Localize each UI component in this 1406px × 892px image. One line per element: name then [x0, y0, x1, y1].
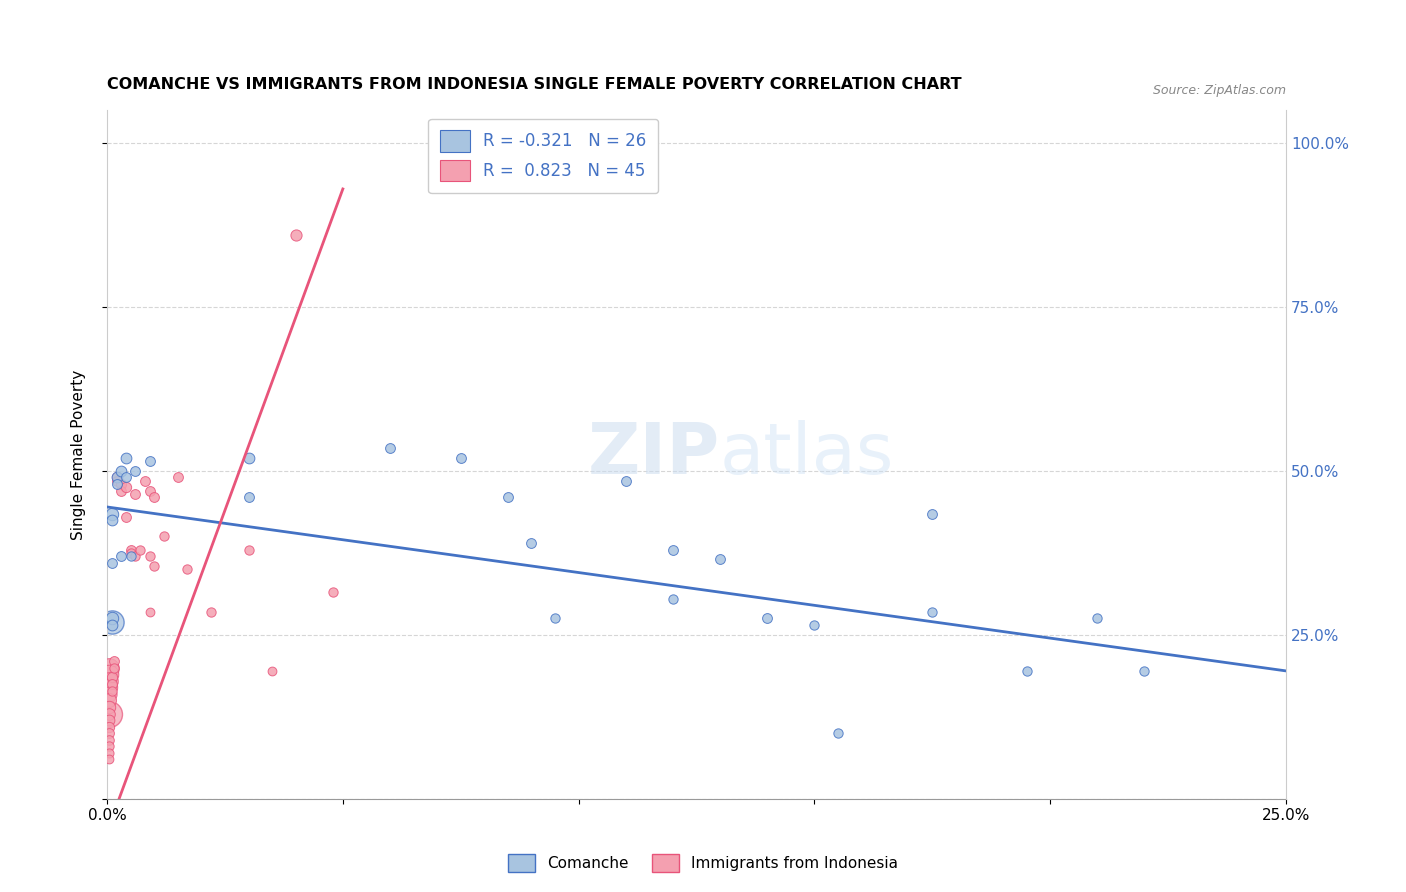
- Point: [709, 552, 731, 566]
- Point: [1085, 611, 1108, 625]
- Point: [138, 483, 160, 498]
- Point: [138, 605, 160, 619]
- Point: [98, 732, 121, 747]
- Point: [134, 474, 156, 488]
- Point: [98, 726, 121, 740]
- Point: [110, 464, 132, 478]
- Point: [322, 585, 344, 599]
- Point: [101, 618, 124, 632]
- Point: [101, 683, 124, 698]
- Legend: R = -0.321   N = 26, R =  0.823   N = 45: R = -0.321 N = 26, R = 0.823 N = 45: [429, 119, 658, 193]
- Text: Source: ZipAtlas.com: Source: ZipAtlas.com: [1153, 84, 1286, 96]
- Text: COMANCHE VS IMMIGRANTS FROM INDONESIA SINGLE FEMALE POVERTY CORRELATION CHART: COMANCHE VS IMMIGRANTS FROM INDONESIA SI…: [107, 78, 962, 93]
- Point: [101, 670, 124, 684]
- Point: [98, 706, 121, 721]
- Point: [143, 490, 166, 504]
- Point: [101, 556, 124, 570]
- Point: [803, 618, 825, 632]
- Point: [756, 611, 779, 625]
- Point: [98, 713, 121, 727]
- Point: [98, 706, 121, 721]
- Point: [1133, 664, 1156, 678]
- Point: [827, 726, 849, 740]
- Point: [110, 477, 132, 491]
- Point: [124, 549, 146, 563]
- Point: [98, 752, 121, 766]
- Point: [921, 507, 943, 521]
- Point: [143, 559, 166, 574]
- Point: [98, 739, 121, 754]
- Point: [98, 681, 121, 695]
- Point: [138, 549, 160, 563]
- Point: [262, 664, 284, 678]
- Point: [115, 509, 138, 524]
- Point: [614, 474, 637, 488]
- Legend: Comanche, Immigrants from Indonesia: Comanche, Immigrants from Indonesia: [501, 846, 905, 880]
- Point: [120, 546, 142, 560]
- Point: [101, 611, 124, 625]
- Point: [98, 700, 121, 714]
- Point: [921, 605, 943, 619]
- Point: [98, 667, 121, 681]
- Point: [120, 549, 142, 563]
- Point: [101, 615, 124, 629]
- Point: [662, 542, 685, 557]
- Point: [662, 591, 685, 606]
- Point: [378, 441, 401, 455]
- Point: [1015, 664, 1038, 678]
- Point: [120, 542, 142, 557]
- Point: [544, 611, 567, 625]
- Point: [115, 480, 138, 494]
- Point: [284, 227, 307, 242]
- Point: [115, 470, 138, 484]
- Point: [238, 542, 260, 557]
- Text: ZIP: ZIP: [588, 420, 720, 489]
- Point: [101, 507, 124, 521]
- Point: [105, 477, 128, 491]
- Point: [101, 677, 124, 691]
- Point: [103, 654, 125, 668]
- Point: [105, 470, 128, 484]
- Point: [105, 470, 128, 484]
- Point: [98, 720, 121, 734]
- Point: [124, 464, 146, 478]
- Point: [200, 605, 222, 619]
- Point: [110, 483, 132, 498]
- Point: [152, 529, 174, 543]
- Point: [129, 542, 152, 557]
- Point: [138, 454, 160, 468]
- Point: [98, 660, 121, 674]
- Point: [238, 450, 260, 465]
- Point: [98, 687, 121, 701]
- Point: [124, 487, 146, 501]
- Point: [98, 746, 121, 760]
- Point: [496, 490, 519, 504]
- Point: [98, 673, 121, 688]
- Point: [101, 513, 124, 527]
- Point: [520, 536, 543, 550]
- Point: [115, 450, 138, 465]
- Point: [105, 474, 128, 488]
- Point: [238, 490, 260, 504]
- Point: [450, 450, 472, 465]
- Point: [176, 562, 198, 576]
- Y-axis label: Single Female Poverty: Single Female Poverty: [72, 369, 86, 540]
- Point: [103, 660, 125, 674]
- Text: atlas: atlas: [720, 420, 894, 489]
- Point: [110, 549, 132, 563]
- Point: [166, 470, 188, 484]
- Point: [98, 693, 121, 707]
